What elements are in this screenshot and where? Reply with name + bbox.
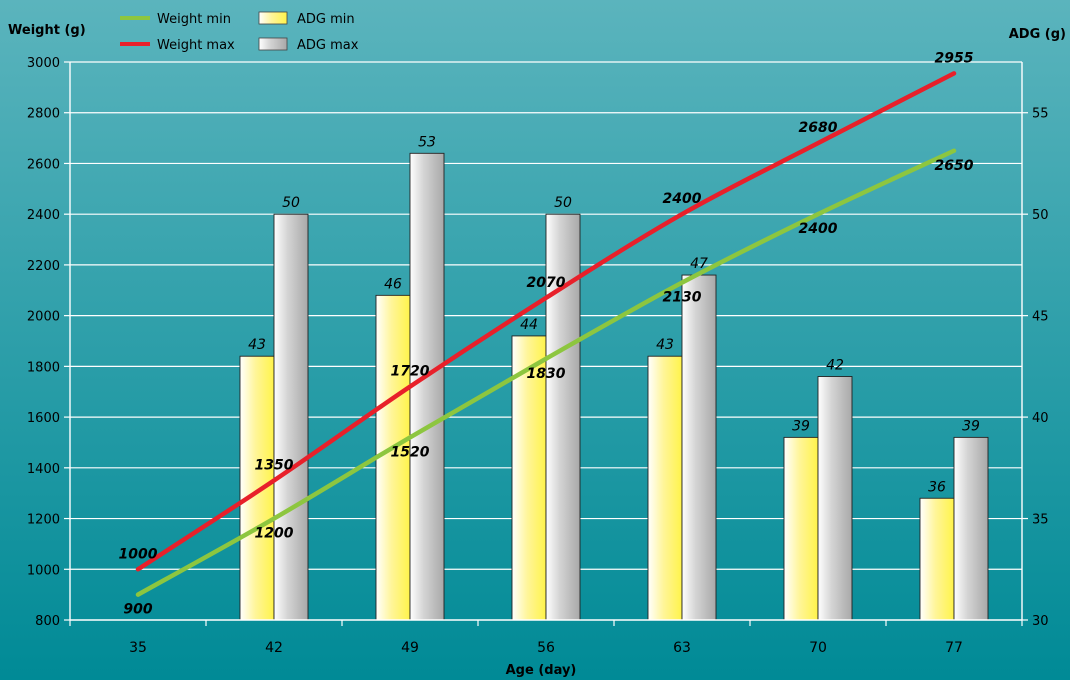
- line-weight-max-label: 2955: [935, 50, 974, 66]
- bar-adg-max: [273, 213, 309, 621]
- line-weight-min: [135, 148, 957, 597]
- y-left-tick-label: 2200: [27, 259, 60, 274]
- line-weight-min-label: 2130: [663, 290, 702, 306]
- y-left-tick-label: 1000: [27, 563, 60, 578]
- x-tick-label: 35: [129, 640, 147, 656]
- y-left-tick-label: 2800: [27, 107, 60, 122]
- line-weight-min-label: 900: [123, 602, 152, 618]
- y-axis-right-title: ADG (g): [1009, 27, 1066, 42]
- bar-adg-max: [953, 436, 989, 621]
- y-left-tick-label: 1200: [27, 513, 60, 528]
- x-tick-label: 77: [945, 640, 963, 656]
- bar-adg-min: [647, 355, 683, 621]
- bar-adg-max-label: 50: [554, 195, 572, 211]
- line-weight-max-label: 1350: [255, 458, 294, 474]
- y-left-tick-label: 2000: [27, 310, 60, 325]
- bar-adg-min-label: 36: [928, 479, 946, 495]
- y-left-tick-label: 1600: [27, 411, 60, 426]
- x-axis-title: Age (day): [506, 663, 577, 678]
- line-weight-max-label: 2400: [663, 191, 702, 207]
- bar-adg-max-label: 47: [690, 256, 708, 272]
- line-weight-max-label: 2680: [799, 120, 838, 136]
- line-weight-min-label: 2650: [935, 158, 974, 174]
- line-weight-max-label: 1000: [119, 546, 158, 562]
- bar-adg-max-label: 53: [418, 134, 436, 150]
- bar-adg-min-label: 44: [520, 317, 538, 333]
- bar-adg-min-label: 46: [384, 276, 402, 292]
- bar-adg-min-label: 43: [656, 337, 674, 353]
- x-tick-label: 56: [537, 640, 555, 656]
- x-tick-label: 49: [401, 640, 419, 656]
- bar-adg-max-label: 50: [282, 195, 300, 211]
- legend-adg-min-label: ADG min: [297, 12, 355, 27]
- y-left-tick-label: 3000: [27, 56, 60, 71]
- y-right-tick-label: 50: [1032, 208, 1049, 223]
- bar-adg-max-label: 42: [826, 358, 844, 374]
- bar-adg-max: [817, 376, 853, 621]
- y-axis-left-title: Weight (g): [8, 23, 86, 38]
- line-weight-min-label: 1200: [255, 526, 294, 542]
- line-weight-max-label: 1720: [391, 364, 430, 380]
- bar-adg-max: [409, 152, 445, 621]
- y-left-tick-label: 1800: [27, 360, 60, 375]
- bar-adg-max-label: 39: [962, 418, 980, 434]
- y-left-tick-label: 1400: [27, 462, 60, 477]
- bar-adg-max: [681, 274, 717, 621]
- x-tick-label: 63: [673, 640, 691, 656]
- line-weight-max-label: 2070: [527, 275, 566, 291]
- line-weight-min-label: 1830: [527, 366, 566, 382]
- line-weight-max: [135, 71, 957, 572]
- bar-adg-min: [783, 436, 819, 621]
- legend-adg-max-swatch: [258, 37, 288, 51]
- legend-adg-min-swatch: [258, 11, 288, 25]
- y-right-tick-label: 35: [1032, 513, 1049, 528]
- legend-weight-max-label: Weight max: [157, 38, 235, 53]
- line-weight-min-label: 1520: [391, 444, 430, 460]
- y-left-tick-label: 2400: [27, 208, 60, 223]
- y-right-tick-label: 30: [1032, 614, 1049, 629]
- legend-weight-min-label: Weight min: [157, 12, 231, 27]
- x-tick-label: 42: [265, 640, 283, 656]
- y-right-tick-label: 55: [1032, 107, 1049, 122]
- y-left-tick-label: 2600: [27, 157, 60, 172]
- y-right-tick-label: 45: [1032, 310, 1049, 325]
- bar-adg-min: [511, 335, 547, 621]
- y-left-tick-label: 800: [35, 614, 60, 629]
- line-weight-min-label: 2400: [799, 221, 838, 237]
- axis-layer: 800 1000 1200 1400 1600 1800 2000 2200 2400 2600 2…: [27, 56, 1049, 656]
- line-layer: [135, 71, 957, 597]
- bar-adg-min-label: 39: [792, 418, 810, 434]
- x-tick-label: 70: [809, 640, 827, 656]
- y-right-tick-label: 40: [1032, 411, 1049, 426]
- bar-adg-min-label: 43: [248, 337, 266, 353]
- legend: Weight min Weight max ADG min ADG max: [120, 11, 359, 53]
- bar-adg-min: [919, 497, 955, 621]
- bar-adg-min: [239, 355, 275, 621]
- data-label-layer: 43 46 44 43 39 36 50 53 50 47 42 39 900 1200 1520 1830 2…: [119, 50, 980, 617]
- bar-layer: [239, 152, 989, 621]
- legend-adg-max-label: ADG max: [297, 38, 359, 53]
